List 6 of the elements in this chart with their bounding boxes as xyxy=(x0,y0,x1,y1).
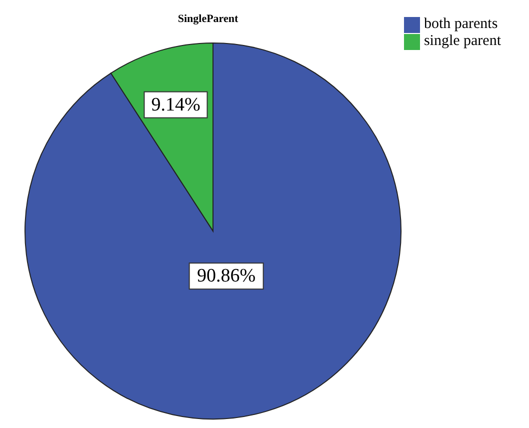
chart-title: SingleParent xyxy=(178,13,238,25)
data-label: 9.14% xyxy=(151,94,200,116)
pie-slice xyxy=(24,42,402,420)
data-label: 90.86% xyxy=(197,266,256,287)
legend-label: both parents xyxy=(424,16,498,32)
legend-label: single parent xyxy=(424,33,501,49)
